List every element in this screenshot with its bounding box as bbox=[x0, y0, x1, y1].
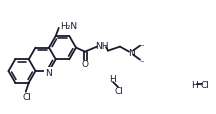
Text: ‒: ‒ bbox=[140, 58, 144, 64]
Text: H: H bbox=[191, 80, 197, 89]
Text: N: N bbox=[128, 49, 135, 58]
Text: Cl: Cl bbox=[22, 92, 31, 101]
Text: N: N bbox=[46, 68, 52, 77]
Text: ‒: ‒ bbox=[140, 42, 144, 48]
Text: H₂N: H₂N bbox=[60, 22, 77, 31]
Text: Cl: Cl bbox=[201, 80, 210, 89]
Text: H: H bbox=[110, 75, 116, 84]
Text: O: O bbox=[82, 60, 89, 69]
Text: Cl: Cl bbox=[114, 86, 123, 95]
Text: NH: NH bbox=[95, 41, 109, 50]
